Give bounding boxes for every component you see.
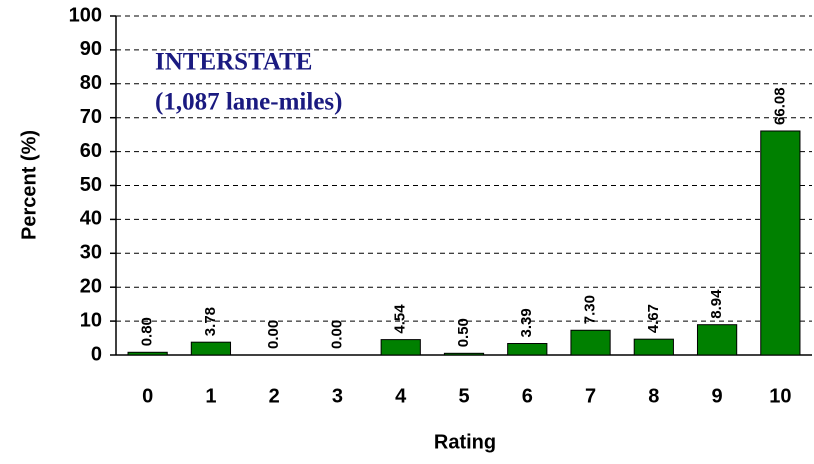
y-tick-label: 40 [80,208,102,230]
y-tick-label: 0 [91,343,102,365]
value-label: 3.39 [518,308,535,337]
value-label: 3.78 [202,307,219,336]
value-label: 0.00 [328,320,345,349]
y-tick-label: 50 [80,174,102,196]
x-tick-label: 0 [142,385,153,407]
bar [127,351,168,356]
y-tick-label: 90 [80,38,102,60]
value-label: 7.30 [582,295,599,324]
x-tick-label: 4 [395,385,407,407]
y-tick-label: 20 [80,275,102,297]
x-tick-label: 10 [769,385,791,407]
y-tick-label: 100 [69,4,102,26]
value-label: 66.08 [771,87,788,125]
value-label: 0.80 [139,317,156,346]
value-label: 0.50 [455,318,472,347]
y-tick-label: 70 [80,106,102,128]
annotation: (1,087 lane-miles) [155,89,342,116]
bar [507,343,548,356]
y-tick-label: 80 [80,72,102,94]
bar [760,130,801,356]
value-label: 8.94 [708,289,725,319]
y-tick-label: 30 [80,242,102,264]
x-tick-label: 8 [648,385,659,407]
bar [696,324,738,356]
x-tick-label: 3 [332,385,343,407]
annotation: INTERSTATE [155,49,312,76]
x-tick-label: 9 [712,385,723,407]
x-tick-label: 5 [458,385,469,407]
value-label: 4.67 [645,304,662,333]
bar [633,338,674,356]
y-tick-label: 60 [80,140,102,162]
bar [443,352,485,356]
x-tick-label: 6 [522,385,533,407]
value-label: 4.54 [392,304,409,334]
bar [570,329,611,356]
y-tick-label: 10 [80,309,102,331]
x-axis-label: Rating [434,431,496,453]
value-label: 0.00 [265,320,282,349]
x-tick-label: 7 [585,385,596,407]
x-tick-label: 1 [205,385,216,407]
bar [380,339,421,356]
x-tick-label: 2 [269,385,280,407]
bar [190,341,232,356]
y-axis-label: Percent (%) [18,130,40,240]
